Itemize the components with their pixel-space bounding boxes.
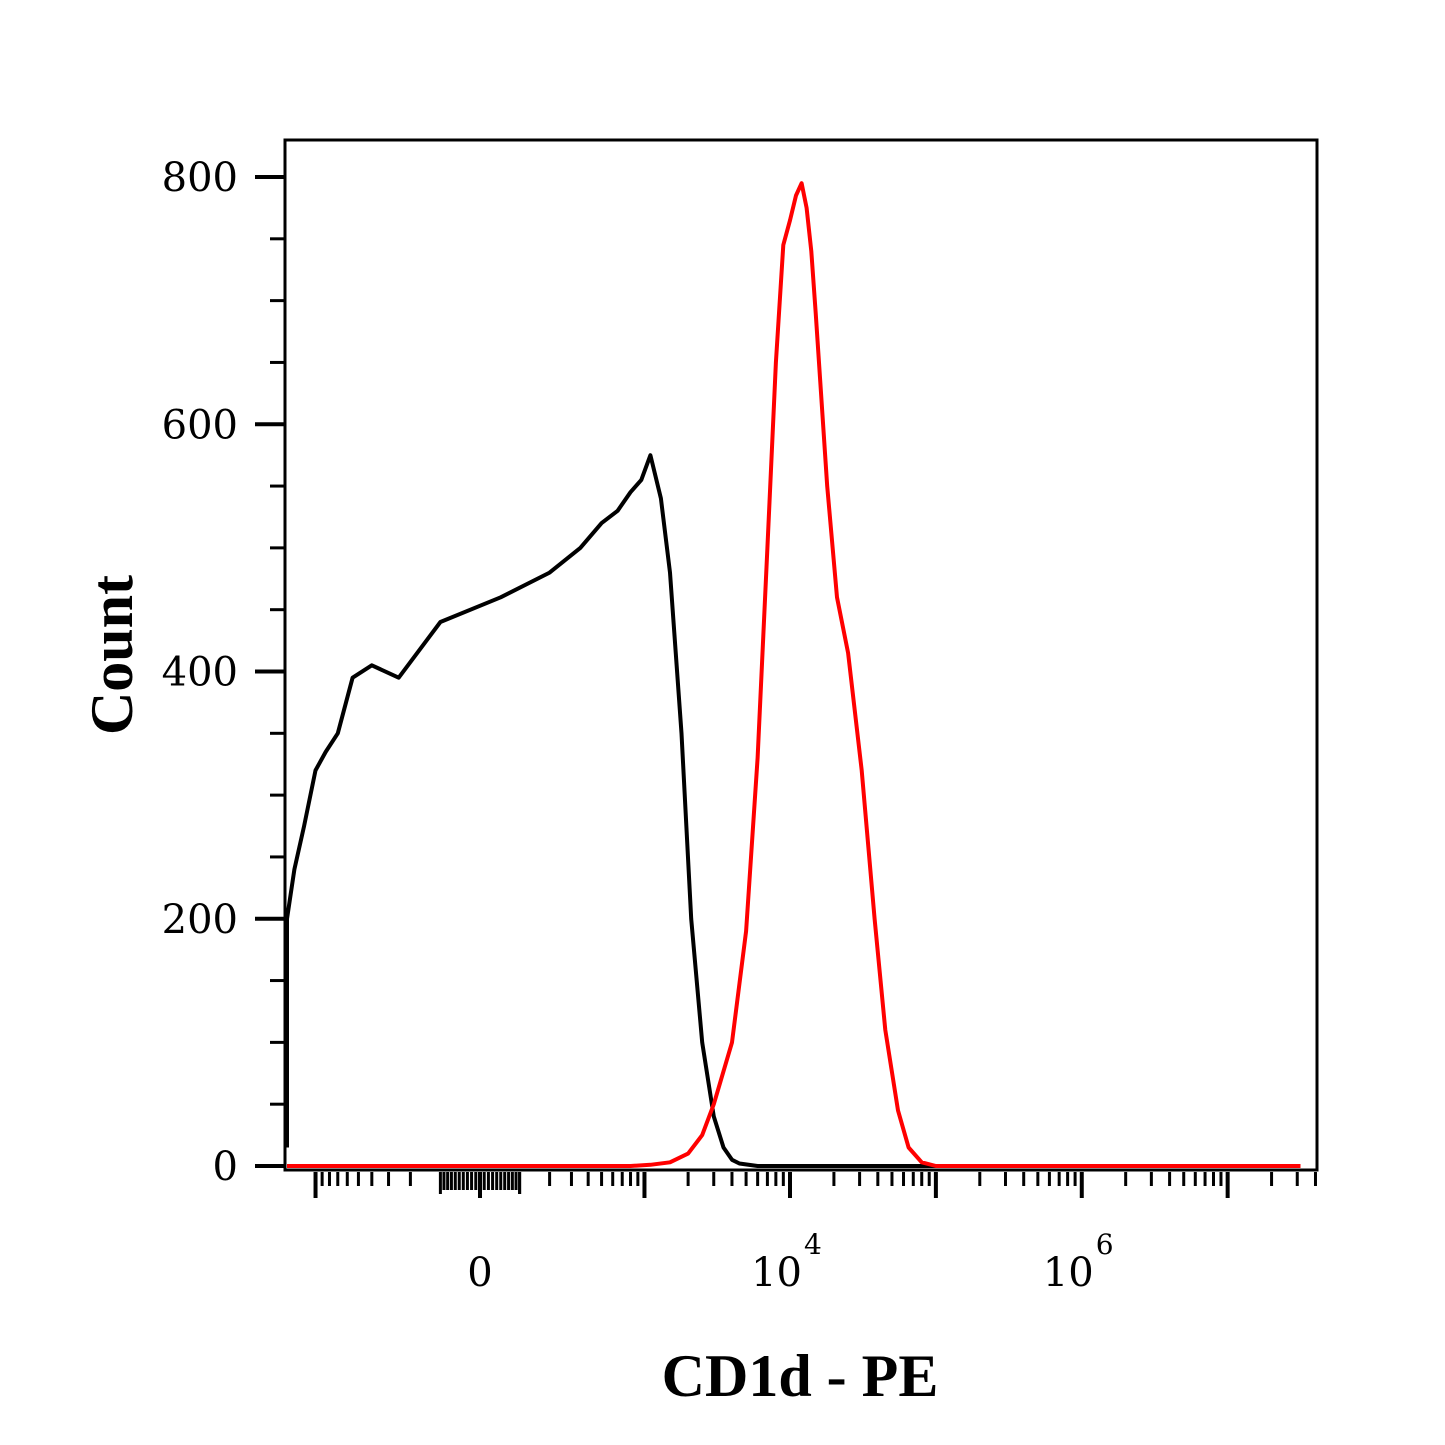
- y-tick-label: 800: [162, 155, 238, 201]
- y-tick-label: 200: [162, 897, 238, 943]
- series-layer: [285, 181, 1301, 1168]
- y-axis-title: Count: [79, 575, 145, 735]
- x-axis-title: CD1d - PE: [662, 1343, 939, 1409]
- y-tick-label: 400: [162, 650, 238, 696]
- y-tick-label: 600: [162, 402, 238, 448]
- x-tick-exponent: 6: [1096, 1228, 1114, 1261]
- x-tick-label: 10: [751, 1250, 802, 1296]
- plot-frame: [283, 138, 1319, 1172]
- histogram-series-2: [287, 181, 1301, 1168]
- y-tick-label: 0: [213, 1144, 238, 1190]
- histogram-series-1: [285, 453, 1301, 1168]
- y-axis: 0 200 400 600 800: [162, 155, 285, 1190]
- x-tick-label: 10: [1043, 1250, 1094, 1296]
- x-tick-label: 0: [467, 1250, 492, 1296]
- x-tick-exponent: 4: [804, 1228, 822, 1261]
